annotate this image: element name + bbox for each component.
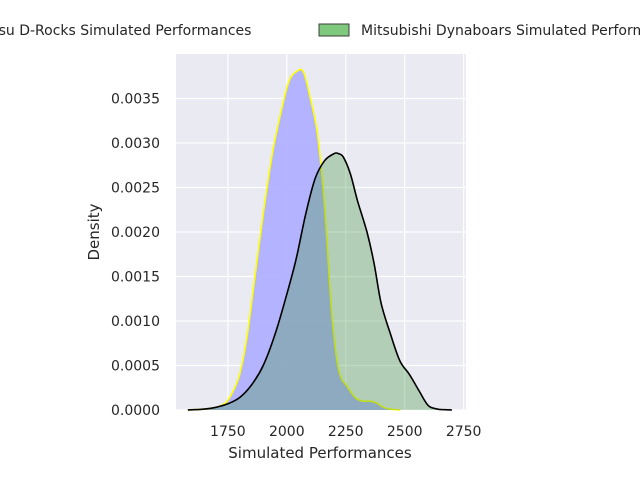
- y-tick-label: 0.0000: [111, 403, 160, 419]
- legend-label-0: asu D-Rocks Simulated Performances: [0, 23, 251, 39]
- x-tick-label: 2500: [387, 424, 423, 440]
- series-0-line: [187, 68, 401, 411]
- x-tick-label: 2750: [446, 424, 482, 440]
- y-tick-label: 0.0020: [111, 225, 160, 241]
- series-1-line: [187, 152, 452, 411]
- y-tick-label: 0.0025: [111, 181, 160, 197]
- y-tick-label: 0.0035: [111, 92, 160, 108]
- axes: 1750 2000 2250 2500 2750 0.0000 0.0005 0.0010 0.…: [111, 92, 481, 441]
- series-1-area: [187, 153, 452, 410]
- x-tick-label: 2250: [328, 424, 364, 440]
- y-axis-label: Density: [85, 203, 103, 260]
- y-tick-label: 0.0030: [111, 136, 160, 152]
- x-tick-label: 2000: [269, 424, 305, 440]
- legend-label-1: Mitsubishi Dynaboars Simulated Performan…: [361, 23, 640, 39]
- y-tick-label: 0.0005: [111, 359, 160, 375]
- series-0-area: [187, 69, 400, 411]
- y-tick-label: 0.0015: [111, 270, 160, 286]
- y-tick-label: 0.0010: [111, 314, 160, 330]
- legend-swatch-1: [318, 23, 350, 37]
- legend: asu D-Rocks Simulated Performances Mitsub…: [0, 23, 640, 39]
- series-layer: [187, 68, 452, 411]
- x-axis-label: Simulated Performances: [228, 444, 412, 462]
- x-tick-label: 1750: [210, 424, 246, 440]
